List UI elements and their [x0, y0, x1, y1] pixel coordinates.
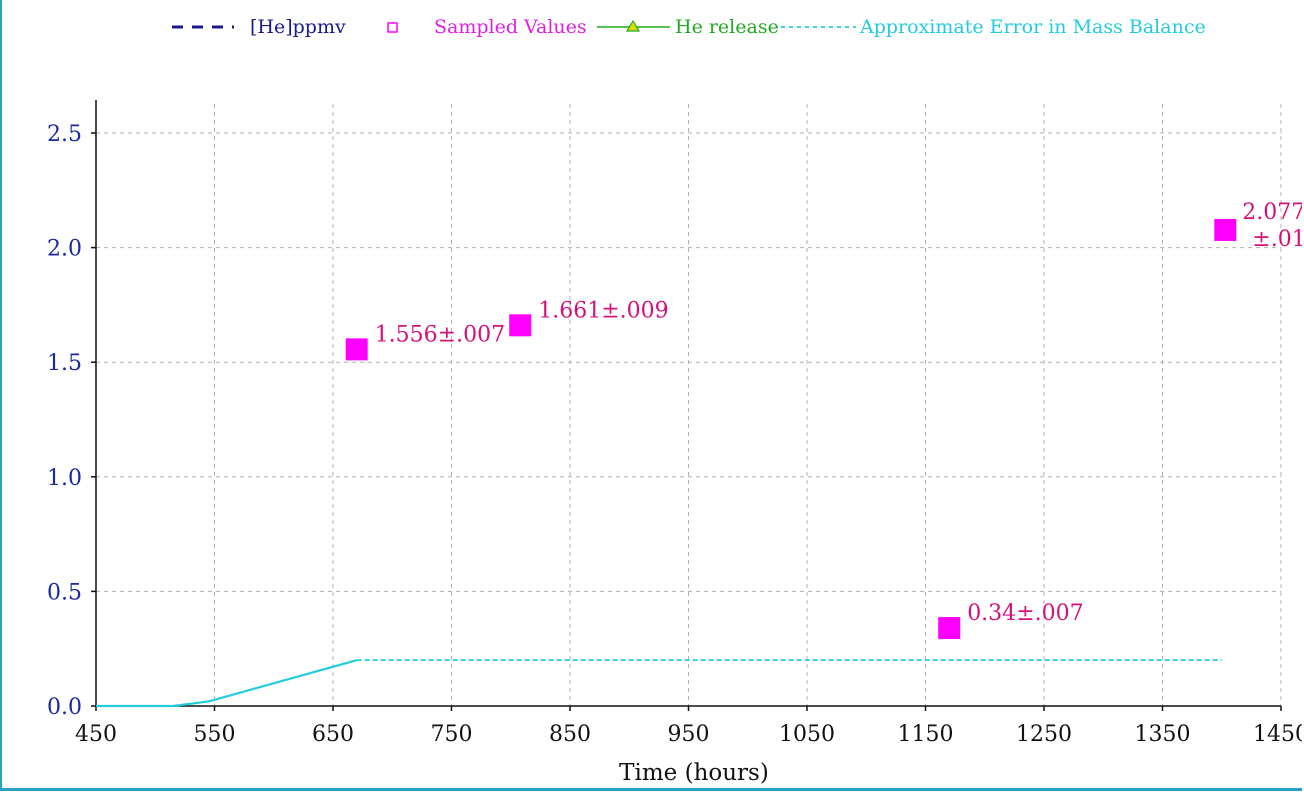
sampled-value-marker [1214, 218, 1237, 241]
ticks: 0.0 0.5 1.0 1.5 2.0 2.5 450 550 650 750 850 950 1050… [47, 122, 1304, 747]
x-tick-label: 1050 [779, 722, 835, 747]
data-label: 0.34±.007 [967, 601, 1083, 626]
x-tick-label: 1350 [1135, 722, 1191, 747]
legend-label-he-release: He release [675, 16, 779, 38]
legend-label-he-ppmv: [He]ppmv [250, 16, 346, 38]
data-label: ±.01 [1252, 227, 1302, 252]
x-tick-label: 650 [312, 722, 354, 747]
x-tick-label: 1250 [1016, 722, 1072, 747]
sampled-value-marker [345, 338, 368, 361]
legend-triangle-marker [625, 19, 641, 32]
x-tick-label: 1450 [1253, 722, 1302, 747]
data-label: 1.556±.007 [375, 322, 505, 347]
grid [96, 104, 1282, 706]
x-tick-label: 550 [194, 722, 236, 747]
legend-swatch-sampled-values [387, 22, 398, 33]
legend: [He]ppmv Sampled Values He release Approxim… [172, 16, 1206, 38]
x-tick-label: 950 [668, 722, 710, 747]
y-tick-label: 0.0 [47, 695, 82, 720]
y-tick-label: 2.0 [47, 237, 82, 262]
legend-label-error: Approximate Error in Mass Balance [859, 16, 1206, 38]
annotations: 1.556±.007 1.661±.009 0.34±.007 2.077±.01 [375, 200, 1304, 626]
data-label: 2.077 [1242, 200, 1302, 225]
error-line-ramp [96, 659, 357, 708]
x-tick-label: 1150 [898, 722, 954, 747]
y-tick-label: 0.5 [47, 580, 82, 605]
x-tick-label: 850 [549, 722, 591, 747]
sampled-value-marker [509, 314, 532, 337]
y-tick-label: 2.5 [47, 122, 82, 147]
x-axis-label: Time (hours) [619, 760, 769, 786]
x-tick-label: 750 [431, 722, 473, 747]
data-label: 1.661±.009 [538, 298, 668, 323]
sampled-value-marker [938, 617, 961, 640]
y-tick-label: 1.5 [47, 351, 82, 376]
y-tick-label: 1.0 [47, 466, 82, 491]
series-layer [96, 218, 1237, 708]
legend-label-sampled-values: Sampled Values [434, 16, 587, 38]
x-tick-label: 450 [75, 722, 117, 747]
